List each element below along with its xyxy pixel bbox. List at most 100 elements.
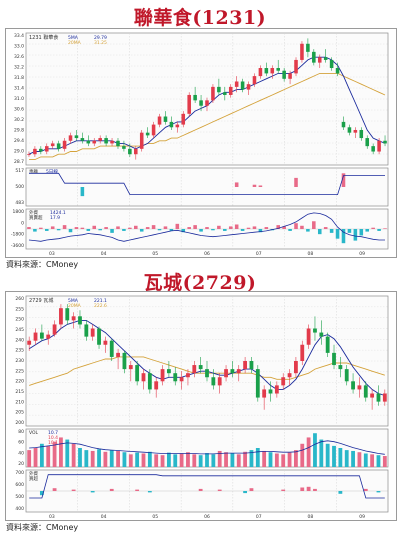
candle-body — [211, 86, 215, 101]
volume-bar — [192, 454, 197, 467]
indicator-2-bar — [282, 226, 286, 229]
candle-body — [300, 43, 304, 60]
volume-bar — [71, 443, 76, 467]
candle-body — [151, 124, 156, 136]
candle-body — [122, 146, 126, 149]
ma-value-long: 222.6 — [94, 303, 107, 309]
volume-bar — [166, 452, 171, 467]
price-tick-label: 220 — [15, 379, 24, 385]
candle-body — [163, 116, 168, 122]
indicator-2-bar — [365, 229, 370, 232]
candle-body — [104, 138, 108, 144]
candle-body — [169, 121, 174, 128]
candle-body — [122, 352, 127, 370]
candle-body — [186, 373, 190, 378]
candle-body — [281, 377, 286, 386]
volume-bar — [274, 453, 279, 467]
month-tick-label: 07 — [256, 251, 262, 257]
volume-bar — [300, 443, 305, 467]
candle-body — [110, 140, 114, 144]
candle-body — [139, 132, 144, 149]
volume-bar — [154, 454, 159, 467]
volume-bar — [33, 448, 38, 467]
volume-bar — [27, 450, 32, 467]
candle-body — [252, 76, 257, 85]
candle-body — [249, 361, 254, 370]
indicator-2-bar — [211, 229, 215, 231]
price-tick-label: 205 — [15, 410, 24, 416]
price-tick-label: 29.0 — [14, 149, 24, 155]
indicator-panel-1 — [25, 167, 389, 207]
panel-label: 1231 聯華食 — [29, 34, 58, 41]
candle-body — [116, 352, 120, 357]
candle-body — [52, 324, 57, 335]
candle-body — [288, 73, 292, 79]
volume-bar — [268, 452, 273, 467]
price-tick-label: 260 — [15, 296, 24, 302]
candle-body — [33, 148, 37, 155]
candle-body — [92, 140, 97, 144]
candle-body — [300, 344, 305, 361]
candle-body — [80, 138, 85, 141]
indicator-2-bar — [175, 223, 180, 229]
candle-body — [228, 86, 233, 95]
indicator-2-bar — [383, 228, 387, 229]
indicator-1-bar — [294, 177, 298, 187]
candle-body — [116, 140, 120, 147]
indicator-2-bar — [317, 229, 322, 235]
indicator-2-bar — [145, 227, 150, 229]
indicator-2-bar — [68, 229, 73, 233]
candle-body — [382, 393, 387, 402]
candle-body — [264, 68, 269, 74]
candle-body — [74, 135, 79, 139]
candle-body — [224, 369, 228, 378]
panel-label: 2729 瓦城 — [29, 297, 53, 304]
indicator-2-bar — [39, 491, 44, 496]
indicator-2-bar — [223, 229, 227, 231]
candle-body — [84, 324, 89, 337]
indicator-1-tick-label: 483 — [15, 200, 24, 206]
candle-body — [338, 365, 343, 370]
price-tick-label: 29.8 — [14, 128, 24, 134]
indicator-2-label2: 買超 — [29, 475, 38, 482]
volume-bar — [116, 450, 120, 467]
month-tick-label: 05 — [152, 514, 158, 520]
indicator-2-bar — [151, 225, 156, 229]
volume-bar — [344, 450, 349, 467]
indicator-1-bar — [234, 182, 239, 187]
candle-body — [258, 68, 263, 77]
indicator-2-bar — [371, 227, 375, 229]
candle-body — [234, 81, 239, 87]
indicator-2-label2: 買賣超 — [29, 214, 43, 221]
candle-body — [205, 369, 209, 378]
indicator-2-bar — [80, 227, 85, 229]
indicator-2-bar — [246, 227, 251, 229]
candle-body — [276, 68, 280, 71]
price-tick-label: 29.4 — [14, 138, 24, 144]
volume-bar — [46, 445, 51, 467]
candle-body — [353, 129, 358, 133]
source-note-1: 資料來源：CMoney — [6, 260, 79, 269]
volume-bar — [255, 448, 260, 467]
indicator-2-bar — [363, 488, 368, 491]
candle-body — [44, 146, 49, 152]
candle-body — [371, 146, 375, 152]
indicator-2-bar — [193, 225, 197, 229]
indicator-2-bar — [300, 225, 304, 229]
indicator-2-tick-label: 500 — [15, 494, 24, 500]
indicator-2-bar — [338, 491, 343, 494]
candle-body — [357, 385, 362, 390]
volume-bar — [135, 452, 140, 467]
indicator-2-line — [28, 212, 385, 242]
candle-body — [27, 340, 32, 345]
candle-body — [211, 377, 216, 386]
candle-body — [141, 373, 146, 382]
candle-body — [319, 332, 324, 337]
volume-bar — [287, 452, 292, 467]
candle-body — [198, 365, 203, 370]
candle-body — [39, 148, 43, 152]
candle-body — [312, 51, 316, 63]
volume-bar — [338, 448, 343, 467]
candle-body — [217, 377, 222, 386]
volume-bar — [376, 455, 381, 467]
